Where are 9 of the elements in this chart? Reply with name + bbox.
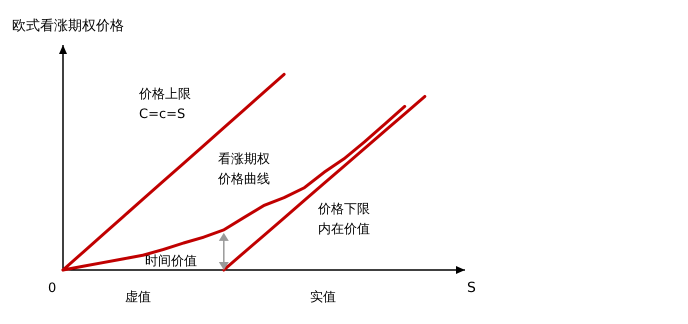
series-label: 价格下限内在价值 (317, 202, 370, 237)
series-label: 看涨期权价格曲线 (217, 152, 270, 187)
text: 价格上限 C=c=S (138, 87, 191, 122)
x-axis-title: S (467, 280, 476, 296)
text: 实值 (310, 290, 336, 305)
y-axis-title: 欧式看涨期权价格 (12, 18, 124, 34)
text: 0 (48, 281, 56, 296)
annotation: 时间价值 (145, 254, 197, 269)
text: 虚值 (125, 290, 151, 305)
